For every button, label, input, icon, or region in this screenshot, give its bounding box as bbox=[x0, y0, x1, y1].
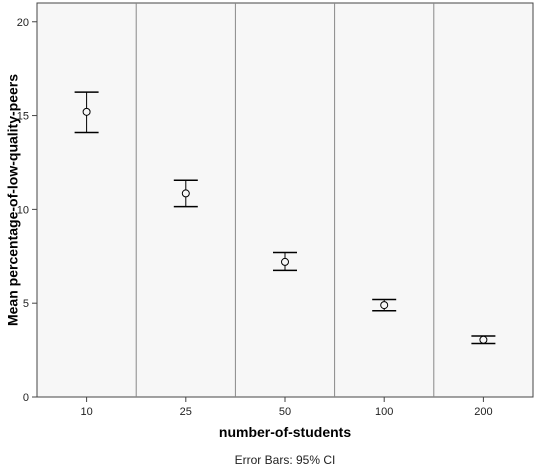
mean-marker bbox=[82, 107, 91, 116]
x-tick-label: 50 bbox=[279, 406, 291, 418]
mean-marker bbox=[281, 257, 289, 266]
error-bar-group bbox=[372, 298, 397, 312]
plot-area bbox=[36, 2, 534, 398]
error-bars-footnote: Error Bars: 95% CI bbox=[235, 453, 336, 467]
y-tick-label: 10 bbox=[17, 204, 29, 216]
error-bar-group bbox=[74, 91, 99, 134]
y-tick-label: 0 bbox=[23, 392, 29, 404]
error-bar-group bbox=[173, 179, 198, 208]
mean-marker bbox=[479, 335, 488, 344]
y-axis-title: Mean percentage-of-low-quality-peers bbox=[5, 74, 21, 326]
x-axis-title: number-of-students bbox=[219, 424, 351, 440]
y-tick-label: 15 bbox=[17, 111, 29, 123]
y-tick-label: 20 bbox=[17, 17, 29, 29]
data-marks bbox=[74, 91, 496, 345]
y-tick-label: 5 bbox=[23, 298, 29, 310]
mean-marker bbox=[380, 301, 389, 310]
x-tick-label: 200 bbox=[474, 406, 492, 418]
category-separators bbox=[135, 3, 435, 397]
x-tick-label: 10 bbox=[80, 406, 92, 418]
mean-marker bbox=[181, 189, 190, 198]
x-tick-label: 25 bbox=[180, 406, 192, 418]
x-axis: 10 25 50 100 200 bbox=[80, 397, 493, 418]
x-tick-label: 100 bbox=[375, 406, 393, 418]
y-axis: 0 5 10 15 20 bbox=[17, 17, 37, 404]
error-bar-group bbox=[471, 335, 496, 345]
error-bar-group bbox=[273, 251, 297, 272]
